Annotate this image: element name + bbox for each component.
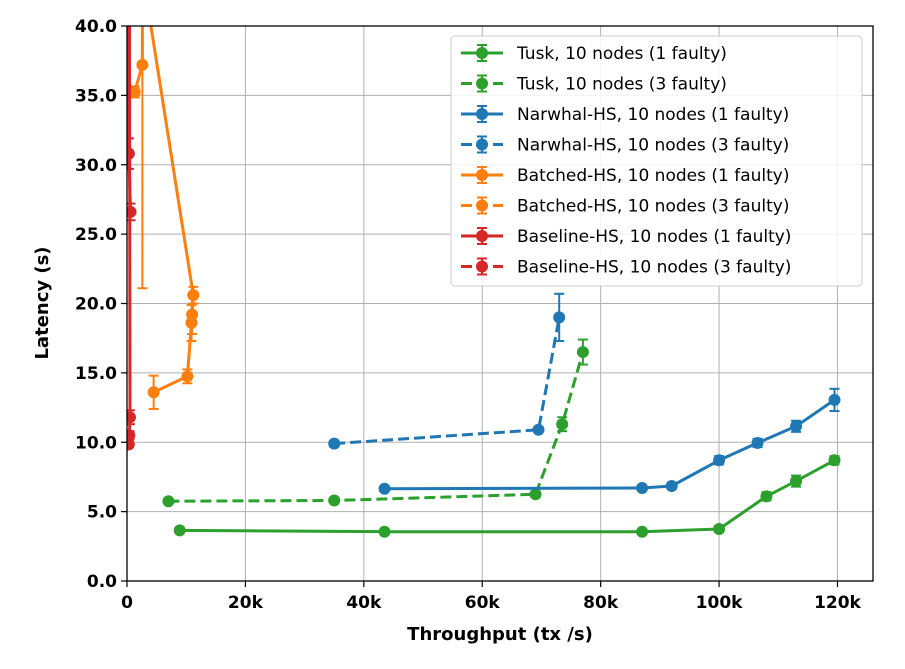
- legend-entry: Tusk, 10 nodes (3 faulty): [461, 74, 727, 95]
- data-point: [760, 490, 773, 503]
- legend-marker: [476, 260, 488, 273]
- x-tick-label: 0: [121, 593, 133, 613]
- legend-label: Batched-HS, 10 nodes (1 faulty): [517, 166, 789, 186]
- data-point: [790, 420, 803, 433]
- y-tick-label: 15.0: [75, 364, 117, 384]
- axis-ticks: 0 20k 40k 60k 80k 100k 120k 0.0 5.0 10.0 15.0 20.0 2…: [75, 17, 862, 613]
- data-point: [162, 495, 175, 508]
- legend-label: Baseline-HS, 10 nodes (1 faulty): [517, 227, 791, 247]
- data-point: [529, 488, 542, 501]
- legend-label: Tusk, 10 nodes (1 faulty): [516, 44, 727, 64]
- legend-entry: Batched-HS, 10 nodes (1 faulty): [461, 166, 789, 186]
- data-point: [828, 393, 841, 406]
- data-point: [127, 438, 135, 451]
- data-point: [128, 85, 141, 98]
- series-5: [128, 26, 149, 290]
- data-point: [127, 429, 136, 442]
- data-point: [181, 370, 194, 383]
- legend-label: Narwhal-HS, 10 nodes (3 faulty): [517, 136, 789, 156]
- data-point: [127, 205, 137, 218]
- data-point: [828, 454, 841, 467]
- legend-marker: [476, 47, 488, 59]
- data-point: [127, 147, 135, 160]
- legend-marker: [476, 77, 488, 90]
- data-point: [127, 411, 136, 424]
- legend-label: Baseline-HS, 10 nodes (3 faulty): [517, 258, 791, 278]
- series-line: [168, 351, 585, 503]
- series-4: [147, 26, 200, 410]
- data-point: [576, 346, 589, 359]
- legend-label: Batched-HS, 10 nodes (3 faulty): [517, 197, 789, 217]
- legend-label: Narwhal-HS, 10 nodes (1 faulty): [517, 105, 789, 125]
- series-0: [173, 454, 841, 538]
- x-tick-label: 120k: [814, 593, 861, 613]
- legend: Tusk, 10 nodes (1 faulty) Tusk, 10 nodes …: [450, 35, 863, 287]
- y-tick-label: 20.0: [75, 295, 117, 315]
- y-tick-label: 25.0: [75, 225, 117, 245]
- series-1: [162, 338, 589, 508]
- data-point: [187, 289, 200, 302]
- data-point: [328, 494, 341, 507]
- x-tick-label: 80k: [583, 593, 619, 613]
- y-axis-title: Latency (s): [32, 246, 53, 359]
- y-tick-label: 5.0: [87, 503, 117, 523]
- data-point: [147, 386, 160, 399]
- data-point: [136, 58, 149, 71]
- data-point: [378, 482, 391, 495]
- y-tick-label: 0.0: [87, 572, 117, 592]
- data-point: [173, 524, 186, 537]
- data-point: [556, 418, 569, 431]
- legend-entry: Tusk, 10 nodes (1 faulty): [461, 44, 727, 64]
- legend-entry: Baseline-HS, 10 nodes (1 faulty): [461, 227, 791, 247]
- series-line: [127, 26, 133, 214]
- x-axis-title: Throughput (tx /s): [407, 624, 593, 645]
- series-2: [378, 387, 841, 495]
- data-point: [751, 436, 764, 449]
- legend-marker: [476, 199, 488, 212]
- series-line: [334, 317, 561, 446]
- data-point: [713, 454, 726, 467]
- y-tick-label: 10.0: [75, 433, 117, 453]
- legend-marker: [476, 138, 488, 151]
- x-tick-label: 40k: [346, 593, 382, 613]
- data-point: [636, 525, 649, 538]
- legend-box: [450, 35, 863, 287]
- y-tick-label: 40.0: [75, 17, 117, 37]
- x-tick-label: 20k: [228, 593, 264, 613]
- y-tick-label: 35.0: [75, 86, 117, 106]
- data-point: [186, 308, 199, 321]
- data-point: [713, 522, 726, 535]
- legend-entry: Batched-HS, 10 nodes (3 faulty): [461, 196, 789, 217]
- legend-entry: Baseline-HS, 10 nodes (3 faulty): [461, 257, 791, 278]
- x-tick-label: 100k: [696, 593, 743, 613]
- data-point: [378, 525, 391, 538]
- data-point: [553, 311, 566, 324]
- data-point: [532, 423, 545, 436]
- data-point: [665, 479, 678, 492]
- data-point: [328, 437, 341, 450]
- x-tick-label: 60k: [465, 593, 501, 613]
- y-tick-label: 30.0: [75, 156, 117, 176]
- legend-label: Tusk, 10 nodes (3 faulty): [516, 75, 727, 95]
- legend-entry: Narwhal-HS, 10 nodes (1 faulty): [461, 105, 789, 125]
- legend-marker: [476, 108, 488, 120]
- data-point: [790, 475, 803, 488]
- data-point: [636, 482, 649, 495]
- legend-marker: [476, 169, 488, 181]
- legend-marker: [476, 230, 488, 242]
- series-3: [328, 292, 566, 450]
- legend-entry: Narwhal-HS, 10 nodes (3 faulty): [461, 135, 789, 156]
